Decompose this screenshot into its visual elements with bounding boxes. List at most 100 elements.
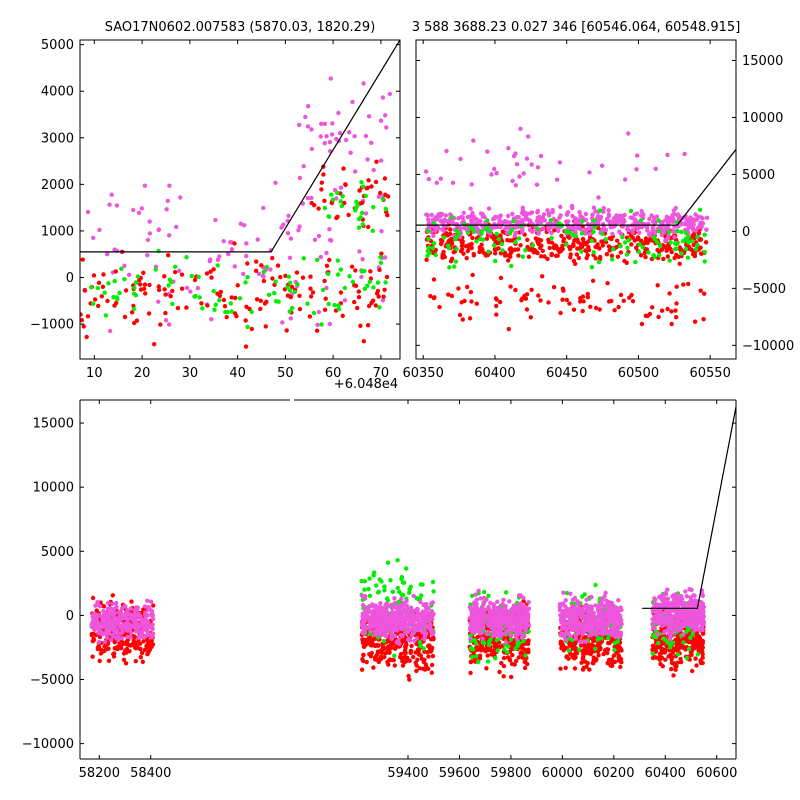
bottom-point [392, 613, 397, 618]
left-point [330, 121, 335, 126]
bottom-point [486, 642, 492, 648]
right-point [454, 228, 460, 233]
left-point [142, 282, 148, 287]
bottom-point [144, 633, 150, 638]
bottom-point [582, 604, 587, 609]
bottom-point [524, 639, 529, 644]
bottom-point [568, 610, 573, 615]
right-point [426, 236, 431, 242]
bottom-point [494, 616, 499, 621]
left-point [379, 251, 384, 256]
bottom-point [143, 627, 149, 632]
bottom-point [521, 595, 526, 600]
left-point [319, 322, 324, 327]
left-point [153, 267, 158, 272]
left-point [352, 283, 357, 288]
left-point [266, 292, 272, 297]
right-point [456, 231, 462, 236]
bottom-point [489, 652, 494, 657]
right-point [511, 219, 516, 224]
left-point [258, 298, 263, 303]
right-point [610, 231, 615, 237]
bottom-point [142, 604, 148, 609]
bottom-point [516, 621, 521, 626]
right-y-tick-label: −10000 [742, 339, 794, 354]
left-point [264, 264, 270, 270]
left-point [163, 310, 168, 316]
right-point [480, 211, 485, 217]
bottom-point [106, 612, 111, 617]
right-point [626, 238, 631, 243]
left-point [170, 301, 175, 307]
right-point [529, 287, 534, 292]
bottom-point [149, 632, 155, 637]
left-point [371, 167, 376, 173]
left-point [297, 122, 302, 128]
left-point [82, 287, 88, 293]
right-point [593, 244, 598, 250]
left-point [355, 203, 360, 208]
bottom-point [515, 643, 520, 649]
right-point [510, 211, 515, 217]
right-point [540, 226, 546, 231]
bottom-point [419, 593, 424, 598]
left-point [233, 295, 238, 301]
bottom-point [399, 626, 404, 632]
bottom-point [395, 604, 400, 609]
left-point [363, 193, 368, 199]
right-point [665, 152, 670, 158]
right-point [621, 298, 626, 303]
right-point [516, 253, 521, 258]
left-point [184, 255, 189, 260]
bottom-point [495, 648, 500, 653]
right-point [685, 217, 690, 223]
right-point [663, 237, 668, 243]
left-point [338, 185, 344, 190]
right-x-tick-label: 60550 [689, 366, 730, 381]
left-point [270, 255, 275, 261]
left-point [197, 295, 202, 300]
bottom-point [506, 629, 511, 634]
right-point [585, 291, 590, 297]
left-point [343, 137, 349, 143]
right-point [578, 299, 583, 304]
bottom-point [559, 620, 564, 625]
bottom-point [110, 601, 115, 606]
bottom-point [133, 640, 139, 646]
bottom-point [361, 652, 366, 657]
right-point [698, 288, 703, 293]
right-point [677, 246, 682, 252]
left-point [348, 150, 353, 155]
right-point [529, 162, 534, 167]
bottom-point [426, 644, 432, 650]
right-point [438, 176, 443, 181]
bottom-point [616, 598, 621, 603]
bottom-point [481, 589, 487, 595]
bottom-point [571, 605, 576, 610]
left-point [242, 223, 247, 228]
bottom-point [389, 602, 394, 607]
right-point [704, 215, 710, 220]
bottom-point [122, 603, 127, 609]
right-point [584, 255, 589, 261]
bottom-point [500, 601, 505, 607]
bottom-point [404, 566, 409, 571]
left-point [295, 282, 300, 287]
bottom-point [373, 657, 378, 662]
bottom-point [139, 622, 144, 628]
bottom-point [558, 666, 563, 671]
right-point [650, 219, 656, 224]
bottom-point [115, 646, 120, 652]
left-point [105, 252, 110, 257]
left-point [340, 194, 345, 199]
bottom-point [119, 612, 124, 618]
bottom-point [143, 610, 148, 615]
bottom-point [91, 637, 97, 642]
bottom-point [371, 665, 376, 670]
right-point [446, 292, 451, 297]
right-point [673, 205, 678, 211]
bottom-point [395, 609, 401, 614]
bottom-point [468, 621, 473, 626]
right-point [517, 220, 522, 225]
right-point [479, 231, 484, 236]
